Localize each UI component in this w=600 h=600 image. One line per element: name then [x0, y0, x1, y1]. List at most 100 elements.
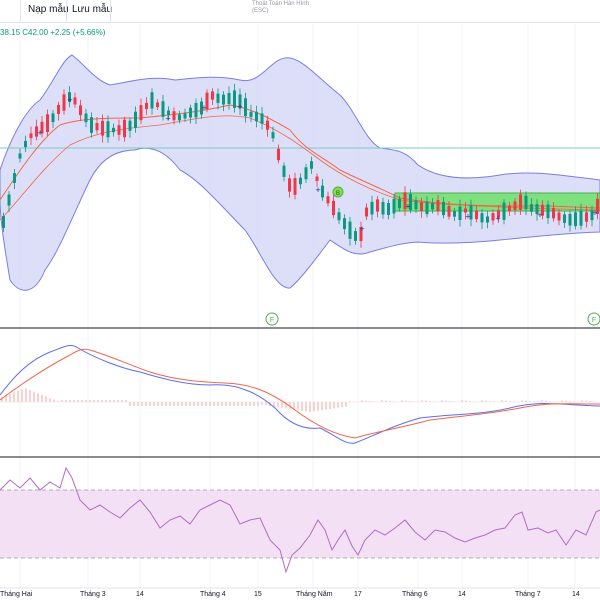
save-template-button[interactable]: Lưu mẫu [72, 4, 113, 15]
candle-body [530, 204, 533, 212]
candle-body [123, 119, 126, 138]
signal-cross-marker: + [67, 95, 72, 105]
candle-body [568, 213, 572, 226]
candle-body [304, 167, 308, 180]
signal-cross-marker: + [359, 224, 364, 234]
candle-body [68, 92, 71, 102]
candle-body [524, 195, 528, 210]
candle-body [106, 121, 110, 138]
candle-body [150, 92, 154, 109]
candle-body [29, 133, 33, 139]
candle-body [189, 107, 192, 118]
candle-body [73, 97, 77, 105]
candle-body [18, 153, 22, 159]
candle-body [211, 91, 214, 100]
candle-body [491, 213, 495, 221]
candle-body [46, 114, 49, 133]
candle-body [414, 200, 418, 210]
candle-body [354, 231, 357, 241]
signal-cross-marker: + [165, 114, 170, 124]
candle-body [293, 178, 297, 195]
signal-cross-marker: + [315, 185, 320, 195]
candle-body [24, 140, 27, 148]
candle-body [376, 199, 379, 212]
macd-line [0, 345, 600, 444]
candle-body [442, 201, 445, 216]
signal-cross-marker: + [465, 212, 470, 222]
candle-body [84, 113, 88, 123]
candle-body [216, 93, 220, 103]
candle-body [145, 102, 148, 110]
candle-body [392, 199, 396, 214]
ohlc-legend: 38.15 C42.00 +2.25 (+5.66%) [0, 28, 106, 37]
candle-body [271, 132, 275, 139]
candle-body [249, 111, 253, 117]
toolbar-divider [110, 0, 111, 22]
earnings-marker-label: F [592, 317, 596, 324]
candle-body [288, 178, 291, 192]
candle-body [90, 117, 93, 133]
candle-body [436, 200, 440, 212]
cancel-drawing-tooltip[interactable]: Thoát Toán Hàn Hình (ESC) [252, 1, 309, 15]
candle-body [238, 94, 242, 109]
candle-body [332, 200, 335, 216]
candles-group: + + + + + + + + + + + + [2, 83, 599, 248]
candle-body [101, 120, 104, 136]
signal-cross-marker: + [405, 202, 410, 212]
dividend-marker[interactable]: B [332, 186, 344, 198]
toolbar-divider [20, 0, 21, 22]
candle-body [222, 94, 225, 105]
signal-cross-marker: + [237, 102, 242, 112]
candle-body [403, 192, 407, 210]
toolbar-divider [66, 0, 67, 22]
candle-body [475, 210, 478, 220]
time-axis-label: Tháng Hai [0, 591, 33, 598]
macd-histogram [1, 388, 595, 412]
candle-body [178, 114, 181, 121]
candle-body [585, 212, 588, 222]
candle-body [315, 176, 319, 181]
candle-body [409, 193, 412, 211]
time-axis[interactable]: Tháng Hai Tháng 3 14 Tháng 4 15 Tháng Nă… [0, 591, 580, 598]
candle-body [200, 101, 203, 115]
candle-body [513, 201, 517, 211]
time-axis-label: Tháng 4 [200, 591, 226, 598]
candle-body [244, 98, 247, 117]
candle-body [167, 110, 170, 116]
candle-body [117, 125, 121, 135]
candle-body [480, 213, 484, 223]
candle-body [541, 204, 544, 216]
candle-body [233, 90, 236, 108]
candle-body [57, 105, 60, 114]
candle-body [326, 196, 330, 204]
candle-body [139, 105, 143, 121]
candle-body [277, 148, 280, 161]
candle-body [387, 203, 390, 215]
candle-body [596, 198, 599, 214]
time-axis-label: 17 [354, 591, 362, 598]
candle-body [95, 122, 99, 131]
earnings-marker[interactable]: F [265, 312, 279, 326]
cancel-tip-text: Thoát Toán Hàn Hình [252, 1, 309, 7]
top-toolbar: Nạp mẫu Lưu mẫu Thoát Toán Hàn Hình (ESC… [0, 0, 600, 23]
candle-body [337, 212, 341, 221]
signal-cross-marker: + [495, 214, 500, 224]
candle-body [343, 218, 346, 230]
candle-body [183, 113, 187, 119]
time-axis-label: Tháng 7 [515, 591, 541, 598]
macd-signal-line [0, 348, 600, 439]
candle-body [348, 221, 352, 239]
candle-body [447, 205, 451, 217]
price-chart[interactable]: + + + + + + + + + + + + F F B Tháng Hai Tháng 3 14 … [0, 22, 600, 600]
candle-body [458, 206, 462, 220]
time-axis-label: Tháng 3 [80, 591, 106, 598]
earnings-marker[interactable]: F [587, 312, 600, 326]
candle-body [134, 111, 137, 128]
time-axis-label: 14 [572, 591, 580, 598]
candle-body [310, 161, 313, 169]
candle-body [321, 185, 324, 198]
candle-body [557, 212, 561, 221]
candle-body [7, 194, 11, 206]
load-template-button[interactable]: Nạp mẫu [28, 4, 69, 15]
time-axis-label: 15 [254, 591, 262, 598]
